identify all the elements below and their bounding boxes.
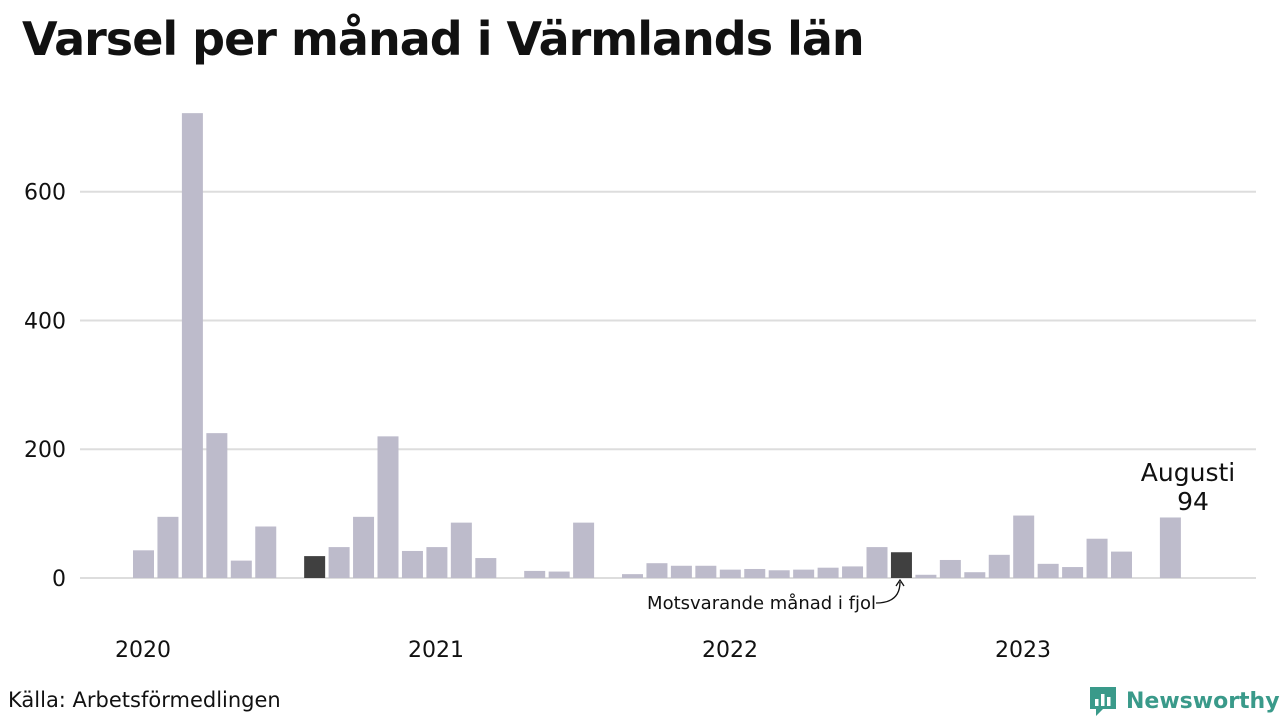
annotation-label: Motsvarande månad i fjol xyxy=(647,593,876,614)
x-year-label: 2022 xyxy=(702,638,758,663)
x-year-label: 2021 xyxy=(408,638,464,663)
bar xyxy=(255,526,277,578)
bar xyxy=(1111,551,1132,578)
bar xyxy=(1037,563,1059,578)
bar xyxy=(939,559,961,578)
bar xyxy=(768,570,790,578)
bar xyxy=(524,570,546,578)
bar xyxy=(401,550,423,578)
bar xyxy=(475,558,497,578)
y-tick-label: 400 xyxy=(24,309,66,334)
source-note: Källa: Arbetsförmedlingen xyxy=(8,688,281,712)
bar-chart: 0 200 400 600 2020 2021 2022 2023 Motsvarande … xyxy=(24,113,1256,663)
bar xyxy=(230,560,252,578)
bar xyxy=(1062,567,1084,578)
highlight-month-label: Augusti xyxy=(1141,458,1235,487)
bar xyxy=(206,433,228,578)
bar-previous-year xyxy=(890,552,912,578)
bar xyxy=(181,113,203,578)
bar xyxy=(670,565,692,578)
bar xyxy=(964,572,986,578)
bar xyxy=(426,547,448,578)
bar xyxy=(328,547,350,578)
bar xyxy=(133,550,154,578)
x-axis-year-labels: 2020 2021 2022 2023 xyxy=(115,638,1051,663)
bar xyxy=(1159,517,1181,578)
highlight-label: Augusti 94 xyxy=(1141,458,1235,516)
highlight-value-label: 94 xyxy=(1177,487,1209,516)
bars xyxy=(133,113,1181,578)
bar xyxy=(842,566,864,578)
bar xyxy=(622,574,643,578)
annotation-arrowhead xyxy=(895,578,905,587)
bar xyxy=(744,568,766,578)
annotation-arrow xyxy=(875,581,901,604)
bar xyxy=(988,554,1010,578)
bar xyxy=(915,574,937,578)
newsworthy-icon xyxy=(1090,687,1116,716)
annotation-previous-year: Motsvarande månad i fjol xyxy=(647,578,905,614)
y-tick-label: 0 xyxy=(52,567,66,592)
x-year-label: 2020 xyxy=(115,638,171,663)
newsworthy-logo[interactable]: Newsworthy xyxy=(1088,684,1280,718)
y-tick-label: 200 xyxy=(24,438,66,463)
bar xyxy=(573,522,595,578)
bar xyxy=(157,516,179,578)
gridlines xyxy=(80,190,1256,579)
bar xyxy=(646,563,668,578)
y-axis-ticks: 0 200 400 600 xyxy=(24,181,66,592)
y-tick-label: 600 xyxy=(24,181,66,206)
bar xyxy=(695,565,717,578)
bar xyxy=(866,547,888,578)
chart-title: Varsel per månad i Värmlands län xyxy=(22,12,865,66)
bar xyxy=(353,516,375,578)
x-year-label: 2023 xyxy=(995,638,1051,663)
bar-previous-year xyxy=(304,556,326,578)
bar xyxy=(719,569,741,578)
bar xyxy=(548,571,570,578)
bar xyxy=(1086,538,1108,578)
bar xyxy=(450,522,472,578)
bar xyxy=(817,567,839,578)
brand-name: Newsworthy xyxy=(1126,688,1280,714)
bar xyxy=(377,436,399,578)
bar xyxy=(793,569,815,578)
bar xyxy=(1013,515,1035,578)
